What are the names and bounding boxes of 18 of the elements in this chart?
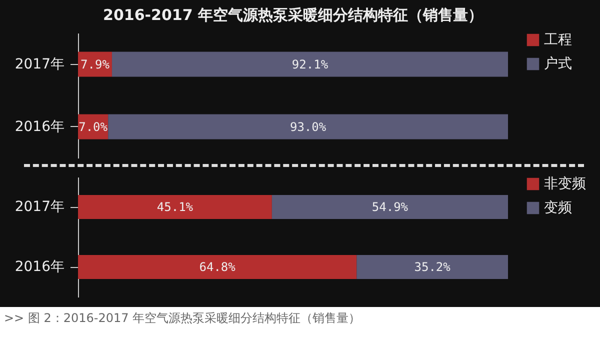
data-label: 35.2%: [414, 260, 452, 274]
data-label: 7.9%: [80, 57, 110, 72]
data-label: 7.0%: [78, 120, 108, 134]
chart-title: 2016-2017 年空气源热泵采暖细分结构特征（销售量）: [103, 6, 483, 24]
data-label: 64.8%: [199, 260, 236, 274]
y-tick-label: 2016年: [14, 259, 64, 275]
legend-label: 非变频: [544, 176, 586, 192]
legend-label: 工程: [544, 32, 572, 48]
data-label: 45.1%: [156, 200, 194, 214]
data-label: 92.1%: [292, 57, 329, 72]
y-tick-label: 2017年: [14, 56, 64, 72]
text: >> 图 2：2016-2017 年空气源热泵采暖细分结构特征（销售量）: [3, 310, 362, 327]
legend-label: 户式: [544, 56, 572, 72]
y-tick-label: 2017年: [14, 199, 64, 215]
y-tick-label: 2016年: [14, 118, 64, 135]
legend-label: 变频: [544, 200, 572, 216]
data-label: 54.9%: [372, 200, 409, 214]
data-label: 93.0%: [290, 120, 327, 134]
